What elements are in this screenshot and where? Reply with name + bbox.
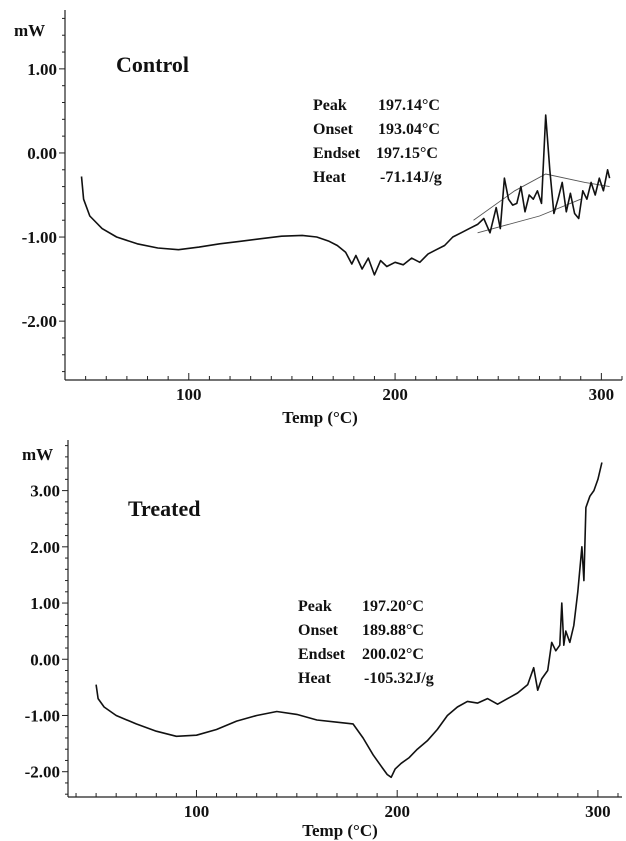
control-ann-endset-value: 197.15°C xyxy=(376,145,438,162)
control-x-tick-label: 100 xyxy=(176,385,202,404)
control-y-tick-label: 1.00 xyxy=(27,60,57,79)
control-dsc-curve xyxy=(80,114,611,276)
control-baseline2-line xyxy=(477,198,581,234)
control-x-tick-label: 200 xyxy=(382,385,408,404)
control-title: Control xyxy=(116,52,189,77)
treated-ann-heat-label: Heat xyxy=(298,670,332,687)
treated-ann-onset-value: 189.88°C xyxy=(362,622,424,639)
control-xlabel: Temp (°C) xyxy=(282,408,358,427)
control-y-tick-label: -1.00 xyxy=(22,228,57,247)
control-baseline-line xyxy=(473,173,610,221)
control-ann-heat-value: -71.14J/g xyxy=(380,169,442,186)
control-ann-peak-value: 197.14°C xyxy=(378,97,440,114)
treated-ann-heat-value: -105.32J/g xyxy=(364,670,434,687)
control-y-tick-label: -2.00 xyxy=(22,312,57,331)
treated-ann-peak-label: Peak xyxy=(298,598,332,615)
treated-unit-label: mW xyxy=(22,445,53,464)
treated-y-tick-label: 0.00 xyxy=(30,650,60,669)
treated-annotation: Peak 197.20°C Onset 189.88°C Endset 200.… xyxy=(298,598,434,687)
control-y-tick-label: 0.00 xyxy=(27,144,57,163)
treated-y-tick-label: 2.00 xyxy=(30,538,60,557)
control-panel: mW Control Peak 197.14°C Onset 193.04°C … xyxy=(14,10,623,427)
treated-xlabel: Temp (°C) xyxy=(302,821,378,840)
treated-x-tick-label: 100 xyxy=(184,802,210,821)
control-ann-onset-value: 193.04°C xyxy=(378,121,440,138)
treated-ann-endset-value: 200.02°C xyxy=(362,646,424,663)
treated-x-tick-label: 300 xyxy=(585,802,611,821)
control-ann-peak-label: Peak xyxy=(313,97,347,114)
control-x-tick-label: 300 xyxy=(589,385,615,404)
treated-ann-onset-label: Onset xyxy=(298,622,339,639)
treated-y-tick-label: -2.00 xyxy=(25,763,60,782)
treated-y-tick-label: 1.00 xyxy=(30,594,60,613)
treated-dsc-curve xyxy=(95,462,603,779)
treated-title: Treated xyxy=(128,496,201,521)
control-ann-onset-label: Onset xyxy=(313,121,354,138)
treated-x-tick-label: 200 xyxy=(384,802,410,821)
treated-y-tick-label: -1.00 xyxy=(25,706,60,725)
treated-y-tick-label: 3.00 xyxy=(30,482,60,501)
control-ann-endset-label: Endset xyxy=(313,145,361,162)
treated-ann-endset-label: Endset xyxy=(298,646,346,663)
treated-panel: mW Treated Peak 197.20°C Onset 189.88°C … xyxy=(22,440,622,840)
control-unit-label: mW xyxy=(14,21,45,40)
control-ann-heat-label: Heat xyxy=(313,169,347,186)
control-annotation: Peak 197.14°C Onset 193.04°C Endset 197.… xyxy=(313,97,442,186)
treated-ann-peak-value: 197.20°C xyxy=(362,598,424,615)
